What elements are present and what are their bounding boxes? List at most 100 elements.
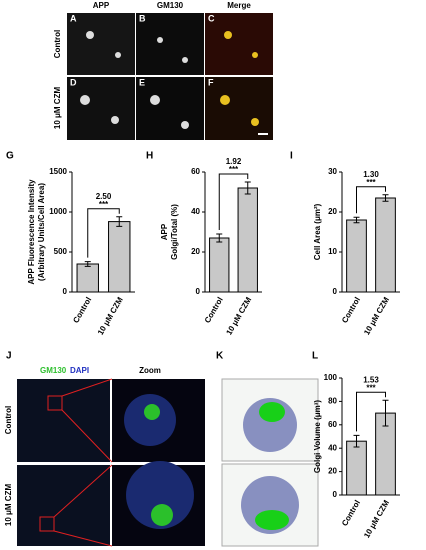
golgi (144, 404, 160, 420)
nucleus (126, 461, 194, 529)
image-f (205, 77, 273, 140)
bottom-images: J GM130 DAPI Zoom Control 10 μM CZM K (4, 351, 319, 547)
stain-label: GM130 (40, 366, 67, 375)
merge-cells (220, 31, 259, 126)
bar (375, 197, 396, 293)
row-label: 10 μM CZM (4, 484, 13, 527)
zoom-line (53, 530, 113, 547)
y-tick-label: 100 (324, 373, 338, 382)
y-axis-label: APP (160, 223, 169, 240)
x-tick-label: Control (203, 296, 225, 325)
image-e (136, 77, 204, 140)
bar (108, 221, 131, 293)
error-bar (116, 216, 123, 227)
micrographs: APP GM130 Merge Control 10 μM CZM A B C … (53, 1, 273, 140)
panel-letter: L (312, 351, 318, 362)
x-tick-label: Control (71, 296, 93, 325)
error-bar (382, 399, 389, 427)
image-j1 (17, 379, 110, 462)
row-label: 10 μM CZM (53, 87, 62, 130)
image-j3 (17, 465, 110, 546)
bracket (356, 186, 386, 214)
stain-label: DAPI (70, 366, 89, 375)
row-label: Control (4, 406, 13, 434)
x-tick-label: 10 μM CZM (362, 498, 391, 539)
x-tick-label: 10 μM CZM (224, 295, 253, 336)
y-tick-label: 1000 (49, 207, 67, 216)
cells (80, 31, 189, 129)
panel-letter: A (70, 13, 77, 23)
zoom-box (47, 395, 63, 411)
y-tick-label: 30 (328, 167, 337, 176)
bracket (218, 173, 249, 230)
golgi (151, 504, 173, 526)
panel-letter: E (139, 77, 145, 87)
column-label: APP (93, 1, 110, 10)
error-bar (353, 434, 360, 448)
zoom-line (53, 464, 113, 518)
bracket (87, 208, 120, 258)
bar (346, 219, 367, 293)
y-tick-label: 20 (191, 247, 200, 256)
column-label: Merge (227, 1, 251, 10)
y-tick-label: 40 (191, 207, 200, 216)
x-tick-label: 10 μM CZM (362, 295, 391, 336)
y-tick-label: 60 (191, 167, 200, 176)
image-a (67, 13, 135, 75)
significance: *** (99, 200, 109, 209)
significance: *** (229, 165, 239, 174)
column-label: GM130 (157, 1, 184, 10)
panel-letter: H (146, 151, 153, 162)
error-bar (84, 261, 91, 267)
y-tick-label: 20 (328, 467, 337, 476)
y-tick-label: 500 (54, 247, 68, 256)
y-axis-label: Golgi Volume (μm³) (313, 400, 322, 474)
ratio-label: 1.53 (363, 375, 379, 384)
panel-letter: F (208, 77, 214, 87)
x-tick-label: 10 μM CZM (96, 295, 125, 336)
panel-letter: J (6, 351, 12, 362)
panel-letter: I (290, 151, 293, 162)
error-bar (216, 233, 223, 243)
golgi-3d (255, 510, 289, 530)
y-tick-label: 20 (328, 207, 337, 216)
x-tick-label: Control (340, 296, 362, 325)
y-tick-label: 0 (196, 287, 201, 296)
panel-letter: G (6, 151, 14, 162)
image-c (205, 13, 273, 75)
zoom-line (61, 378, 113, 397)
image-d (67, 77, 135, 140)
nucleus (124, 394, 176, 446)
panel-letter: C (208, 13, 215, 23)
x-tick-label: Control (340, 499, 362, 528)
y-tick-label: 60 (328, 420, 337, 429)
y-tick-label: 0 (333, 287, 338, 296)
significance: *** (366, 178, 376, 187)
zoom-box (39, 516, 55, 532)
error-bar (382, 194, 389, 202)
zoom-line (61, 409, 113, 463)
zoom-label: Zoom (139, 366, 161, 375)
y-tick-label: 0 (63, 287, 68, 296)
y-axis-label: Golgi/Total (%) (170, 204, 179, 260)
panel-letter: D (70, 77, 77, 87)
y-axis-label: Cell Area (μm²) (313, 203, 322, 260)
bar (76, 263, 99, 293)
ratio-label: 1.30 (363, 170, 379, 179)
y-tick-label: 40 (328, 443, 337, 452)
bar (209, 237, 230, 293)
y-axis-label: APP Fluorescence Intensity (27, 179, 36, 285)
y-tick-label: 1500 (49, 167, 67, 176)
bracket (356, 391, 386, 432)
y-tick-label: 0 (333, 490, 338, 499)
ratio-label: 2.50 (96, 192, 112, 201)
golgi-3d (259, 402, 285, 422)
y-tick-label: 10 (328, 247, 337, 256)
panel-letter: B (139, 13, 146, 23)
image-b (136, 13, 204, 75)
panel-letter: K (216, 351, 224, 362)
error-bar (244, 181, 251, 195)
row-label: Control (53, 30, 62, 58)
significance: *** (366, 383, 376, 392)
